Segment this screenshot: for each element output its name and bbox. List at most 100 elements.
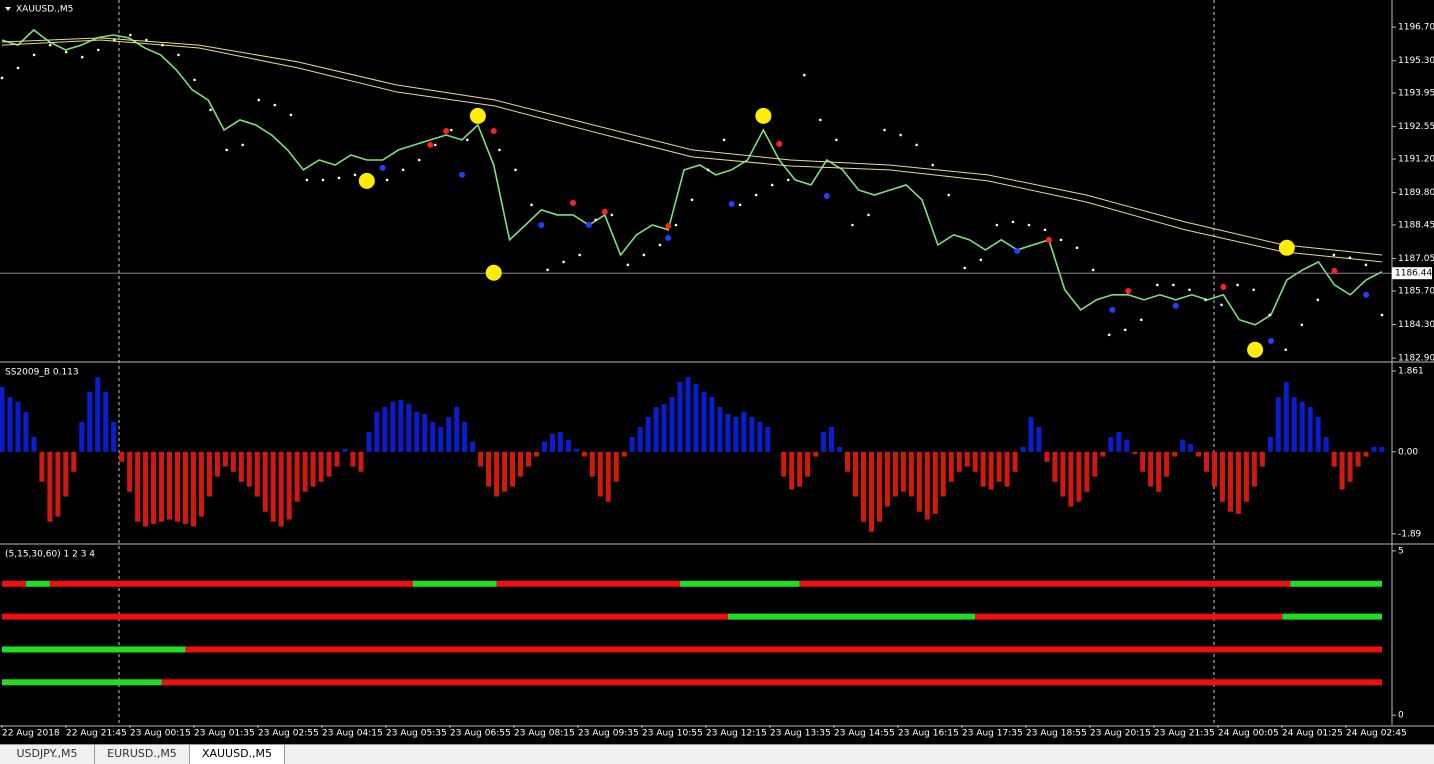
histogram-bar — [151, 451, 157, 524]
sar-dot — [289, 113, 293, 117]
signal-marker — [1014, 247, 1021, 254]
histogram-bar — [23, 411, 29, 452]
histogram-bar — [71, 451, 77, 472]
histogram-bar — [1188, 443, 1194, 452]
histogram-bar — [414, 411, 420, 452]
signal-segment — [412, 580, 497, 587]
signal-marker — [1278, 239, 1295, 256]
histogram-bar — [1204, 451, 1210, 472]
sar-dot — [1156, 283, 1159, 287]
y-tick-label: -1.89 — [1398, 529, 1422, 539]
histogram-bar — [454, 407, 460, 452]
signal-marker — [490, 127, 497, 134]
sar-dot — [209, 108, 212, 112]
x-tick-label: 22 Aug 21:45 — [66, 729, 127, 739]
histogram-bar — [174, 451, 180, 522]
histogram-bar — [31, 437, 37, 452]
histogram-bar — [940, 451, 946, 497]
histogram-bar — [182, 451, 188, 524]
histogram-bar — [1291, 397, 1297, 452]
histogram-bar — [637, 427, 643, 452]
signal-segment — [2, 580, 26, 587]
histogram-bar — [1012, 451, 1018, 472]
signal-marker — [1363, 291, 1370, 298]
chart-tab[interactable]: USDJPY.,M5 — [0, 745, 95, 764]
y-tick-label: 1187.05 — [1398, 254, 1434, 264]
signal-marker — [585, 221, 592, 228]
signal-marker — [755, 107, 772, 124]
sar-dot — [658, 243, 662, 247]
histogram-bar — [79, 421, 85, 452]
histogram-bar — [446, 417, 452, 452]
histogram-bar — [709, 397, 715, 452]
histogram-bar — [813, 451, 819, 457]
sar-dot — [32, 53, 36, 57]
histogram-bar — [278, 451, 284, 527]
histogram-bar — [190, 451, 196, 527]
signal-marker — [1267, 337, 1274, 344]
chart-tab[interactable]: EURUSD.,M5 — [95, 745, 190, 764]
x-tick-label: 23 Aug 05:35 — [386, 729, 447, 739]
histogram-bar — [159, 451, 165, 522]
sar-dot — [64, 50, 68, 54]
sar-dot — [835, 138, 838, 142]
histogram-bar — [1116, 431, 1122, 452]
sar-dot — [690, 198, 694, 202]
histogram-bar — [1315, 417, 1321, 452]
sar-dot — [450, 128, 453, 132]
histogram-bar — [645, 417, 651, 452]
sar-dot — [1172, 283, 1175, 287]
sar-dot — [1348, 256, 1352, 260]
histogram-bar — [948, 451, 954, 482]
histogram-bar — [1028, 417, 1034, 452]
sar-dot — [1204, 298, 1207, 302]
sar-dot — [674, 223, 678, 227]
histogram-bar — [206, 451, 212, 497]
histogram-bar — [1363, 451, 1369, 457]
sar-dot — [594, 218, 598, 222]
histogram-bar — [1235, 451, 1241, 514]
signal-marker — [469, 107, 486, 124]
sar-dot — [915, 143, 918, 147]
sar-dot — [867, 213, 870, 217]
price-line — [1, 28, 1383, 326]
signal-marker — [776, 140, 783, 147]
histogram-bar — [693, 384, 699, 452]
y-tick-label: 1191.20 — [1398, 155, 1434, 165]
histogram-bar — [406, 404, 412, 452]
sar-dot — [96, 48, 100, 52]
sar-dot — [899, 133, 902, 137]
signal-marker — [1109, 306, 1116, 313]
chart-tab[interactable]: XAUUSD.,M5 — [190, 745, 285, 764]
histogram-bar — [908, 451, 914, 497]
sar-dot — [1075, 246, 1079, 250]
histogram-bar — [358, 451, 364, 472]
sar-dot — [1332, 253, 1336, 257]
histogram-bar — [502, 451, 508, 492]
histogram-bar — [214, 451, 220, 477]
y-tick-label: 5 — [1398, 546, 1404, 556]
sar-dot — [1059, 238, 1063, 242]
histogram-bar — [597, 451, 603, 497]
histogram-bar — [1052, 451, 1058, 482]
histogram-bar — [837, 447, 843, 452]
histogram-bar — [1140, 451, 1146, 472]
histogram-bar — [1044, 451, 1050, 462]
histogram-bar — [988, 451, 994, 490]
histogram-bar — [1339, 451, 1345, 490]
signal-segment — [2, 646, 186, 653]
histogram-bar — [956, 451, 962, 472]
panel-title: XAUUSD.,M5 — [16, 5, 73, 15]
histogram-bar — [741, 411, 747, 452]
sar-dot — [995, 223, 999, 227]
signal-marker — [823, 192, 830, 199]
sar-dot — [722, 138, 726, 142]
x-tick-label: 23 Aug 17:35 — [962, 729, 1023, 739]
histogram-bar — [470, 441, 476, 452]
histogram-bar — [677, 381, 683, 452]
sar-dot — [177, 53, 180, 57]
x-tick-label: 23 Aug 14:55 — [834, 729, 895, 739]
histogram-bar — [254, 451, 260, 497]
histogram-bar — [829, 427, 835, 452]
signal-marker — [1247, 341, 1264, 358]
